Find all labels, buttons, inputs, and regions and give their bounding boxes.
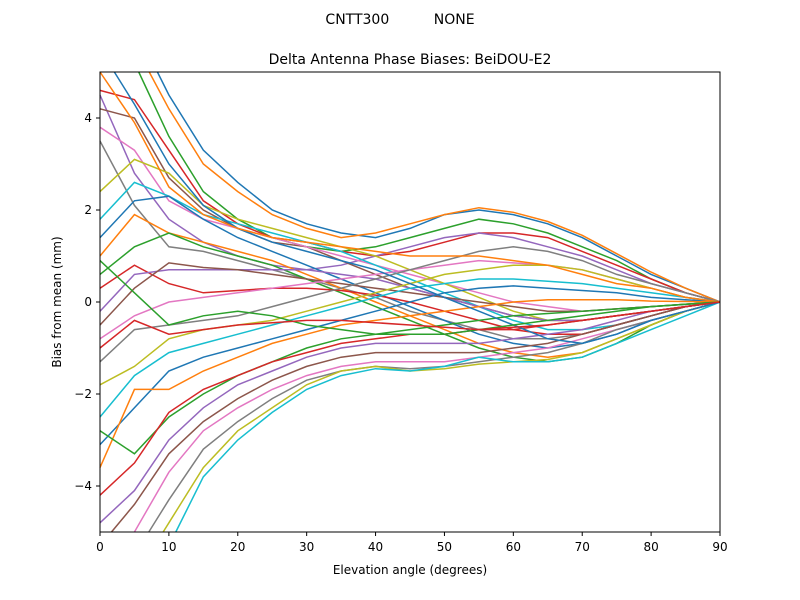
x-tick-label: 30 xyxy=(299,540,314,554)
y-tick-label: −2 xyxy=(74,387,92,401)
series-line-1 xyxy=(148,71,721,303)
y-tick-label: 4 xyxy=(84,111,92,125)
series-line-12 xyxy=(99,232,721,363)
x-tick-label: 60 xyxy=(506,540,521,554)
series-line-19 xyxy=(99,278,721,418)
y-axis-label: Bias from mean (mm) xyxy=(50,236,64,367)
series-line-32 xyxy=(99,260,721,335)
series-line-25 xyxy=(110,301,721,533)
series-line-30 xyxy=(113,71,721,345)
x-tick-label: 20 xyxy=(230,540,245,554)
x-tick-label: 90 xyxy=(712,540,727,554)
y-tick-label: 2 xyxy=(84,203,92,217)
x-tick-label: 80 xyxy=(643,540,658,554)
series-line-22 xyxy=(99,301,721,455)
y-tick-label: −4 xyxy=(74,479,92,493)
chart-title: Delta Antenna Phase Biases: BeiDOU-E2 xyxy=(269,52,552,68)
x-tick-label: 40 xyxy=(368,540,383,554)
chart-suptitle: CNTT300 NONE xyxy=(325,12,474,28)
series-group xyxy=(99,71,721,533)
y-tick-label: 0 xyxy=(84,295,92,309)
series-line-27 xyxy=(148,301,721,533)
x-tick-label: 70 xyxy=(575,540,590,554)
x-axis-label: Elevation angle (degrees) xyxy=(333,563,487,577)
series-line-17 xyxy=(99,246,721,363)
x-tick-label: 0 xyxy=(96,540,104,554)
series-line-31 xyxy=(99,71,721,303)
x-axis: 0 10 20 30 40 50 60 70 80 90 xyxy=(96,532,728,554)
y-axis: −4 −2 0 2 4 xyxy=(74,111,100,493)
series-line-33 xyxy=(99,301,721,349)
x-tick-label: 10 xyxy=(161,540,176,554)
series-line-24 xyxy=(99,301,721,524)
x-tick-label: 50 xyxy=(437,540,452,554)
series-line-3 xyxy=(99,89,721,303)
series-line-4 xyxy=(99,94,721,303)
series-line-28 xyxy=(162,301,721,533)
series-line-2 xyxy=(138,71,721,303)
series-line-29 xyxy=(175,301,721,533)
series-line-21 xyxy=(99,298,721,468)
series-line-20 xyxy=(99,285,721,446)
series-line-0 xyxy=(156,71,721,303)
